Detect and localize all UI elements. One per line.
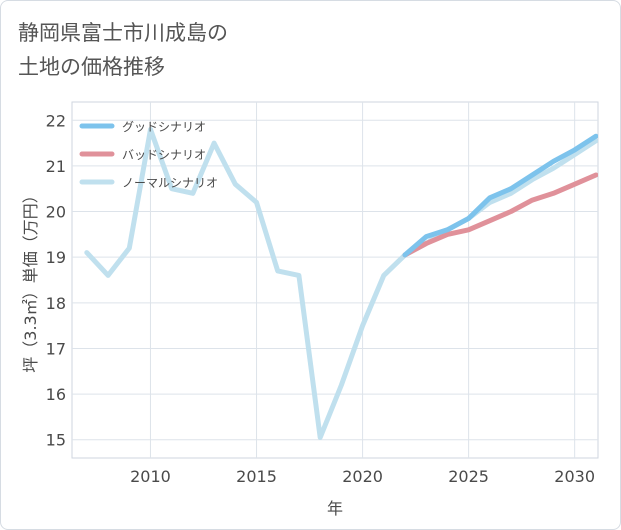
y-tick-label: 17 bbox=[46, 339, 66, 358]
y-tick-label: 22 bbox=[46, 111, 66, 130]
y-tick-label: 15 bbox=[46, 431, 66, 450]
x-tick-label: 2020 bbox=[342, 467, 383, 486]
series-line-0 bbox=[402, 133, 598, 258]
series-line-2 bbox=[84, 126, 598, 440]
series-line-1 bbox=[402, 172, 598, 258]
tick-labels: 2010 2015 2020 2025 2030 15 16 17 18 19 20 21 22 bbox=[46, 111, 595, 486]
legend-label-2: ノーマルシナリオ bbox=[122, 176, 218, 190]
x-tick-label: 2025 bbox=[448, 467, 489, 486]
x-tick-label: 2010 bbox=[130, 467, 171, 486]
y-tick-label: 20 bbox=[46, 203, 66, 222]
y-tick-label: 16 bbox=[46, 385, 66, 404]
x-tick-label: 2015 bbox=[236, 467, 277, 486]
chart-title-line1: 静岡県富士市川成島の bbox=[18, 21, 228, 45]
grid bbox=[72, 102, 598, 458]
x-axis-label: 年 bbox=[327, 499, 343, 518]
legend-label-0: グッドシナリオ bbox=[122, 120, 206, 134]
y-tick-label: 21 bbox=[46, 157, 66, 176]
y-axis-label: 坪（3.3㎡）単価（万円） bbox=[21, 187, 40, 372]
y-tick-label: 18 bbox=[46, 294, 66, 313]
chart-title-line2: 土地の価格推移 bbox=[18, 55, 165, 79]
y-tick-label: 19 bbox=[46, 248, 66, 267]
legend-label-1: バッドシナリオ bbox=[122, 148, 206, 162]
chart-title: 静岡県富士市川成島の 土地の価格推移 bbox=[18, 16, 228, 84]
series-group bbox=[84, 126, 598, 440]
x-tick-label: 2030 bbox=[554, 467, 595, 486]
